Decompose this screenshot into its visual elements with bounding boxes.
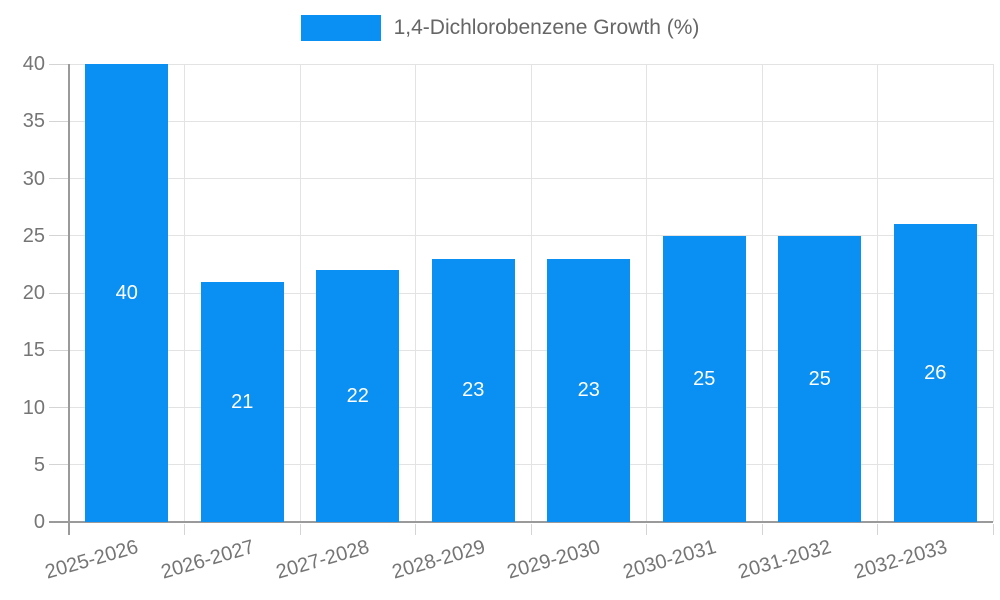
- legend-label: 1,4-Dichlorobenzene Growth (%): [393, 16, 700, 39]
- y-axis-tick: [49, 407, 69, 408]
- x-axis-tick-label: 2026-2027: [158, 536, 257, 584]
- y-axis-tick: [49, 292, 69, 294]
- gridline-vertical: [184, 64, 185, 522]
- y-axis-tick-label: 5: [33, 453, 45, 476]
- gridline-vertical: [299, 64, 301, 522]
- bar[interactable]: [778, 235, 862, 522]
- bar[interactable]: [316, 270, 400, 522]
- x-axis-tick-label: 2030-2031: [620, 536, 719, 584]
- x-axis-tick: [184, 524, 185, 535]
- y-axis-tick-label: 30: [22, 167, 45, 190]
- y-axis-tick-label: 0: [33, 511, 45, 533]
- x-axis-tick-label: 2032-2033: [851, 536, 950, 584]
- bar[interactable]: [85, 64, 169, 522]
- bar[interactable]: [893, 224, 977, 522]
- y-axis-tick-label: 40: [22, 53, 45, 75]
- x-axis-tick-label: 2031-2032: [735, 536, 834, 584]
- y-axis-tick: [49, 235, 69, 237]
- y-axis-tick: [49, 349, 69, 351]
- x-axis-tick: [299, 524, 301, 535]
- gridline-vertical: [530, 64, 532, 522]
- gridline-vertical: [761, 64, 763, 522]
- x-axis-tick-label: 2025-2026: [42, 536, 141, 584]
- x-axis-tick-label: 2029-2030: [504, 536, 603, 584]
- y-axis-tick-label: 15: [22, 339, 45, 362]
- y-axis-tick-label: 25: [22, 224, 45, 247]
- y-axis-tick: [49, 120, 69, 122]
- gridline-vertical: [646, 64, 647, 522]
- x-axis-tick-label: 2028-2029: [389, 536, 488, 584]
- y-axis-tick: [49, 63, 69, 65]
- x-axis-tick: [992, 524, 994, 535]
- legend: 1,4-Dichlorobenzene Growth (%): [0, 15, 1000, 41]
- gridline-vertical: [877, 64, 878, 522]
- y-axis-line: [68, 64, 70, 535]
- legend-swatch: [300, 15, 381, 41]
- gridline-vertical: [992, 64, 994, 522]
- x-axis-tick: [415, 524, 416, 535]
- gridline-vertical: [415, 64, 416, 522]
- y-axis-tick: [49, 178, 69, 179]
- x-axis-line: [49, 521, 993, 523]
- y-axis-tick-label: 35: [22, 110, 45, 133]
- x-axis-tick: [877, 524, 878, 535]
- x-axis-tick: [646, 524, 647, 535]
- x-axis-tick: [761, 524, 763, 535]
- x-axis-tick-label: 2027-2028: [273, 536, 372, 584]
- y-axis-tick-label: 20: [22, 282, 45, 304]
- y-axis-tick-label: 10: [22, 396, 45, 419]
- legend-item[interactable]: 1,4-Dichlorobenzene Growth (%): [300, 15, 700, 41]
- bar[interactable]: [662, 235, 746, 522]
- y-axis-tick: [49, 464, 69, 466]
- bar[interactable]: [431, 258, 515, 522]
- bar[interactable]: [547, 258, 631, 522]
- bar[interactable]: [200, 281, 284, 522]
- x-axis-tick: [530, 524, 532, 535]
